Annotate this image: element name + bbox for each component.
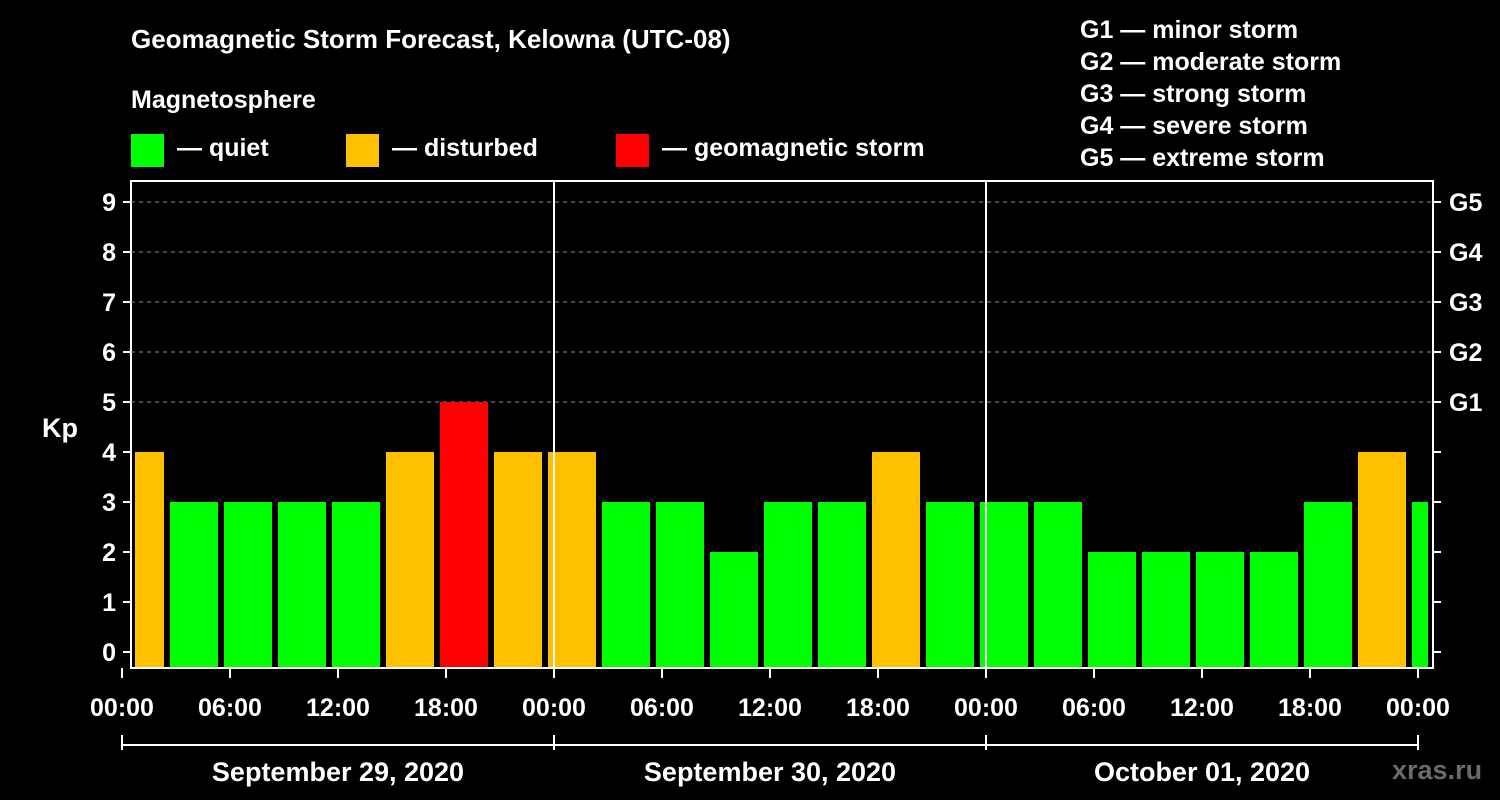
kp-bar xyxy=(1088,552,1136,667)
g-level-label: G3 xyxy=(1449,289,1482,317)
kp-bar xyxy=(1142,552,1190,667)
y-tick-label: 9 xyxy=(102,189,116,217)
x-tick-label: 18:00 xyxy=(846,694,910,722)
legend-disturbed-swatch xyxy=(346,134,379,167)
legend-storm-swatch xyxy=(616,134,649,167)
kp-bar xyxy=(1250,552,1298,667)
x-tick-label: 00:00 xyxy=(1386,694,1450,722)
kp-bar xyxy=(440,402,488,667)
kp-bar xyxy=(170,502,218,667)
kp-bar xyxy=(710,552,758,667)
g-level-label: G4 xyxy=(1449,239,1482,267)
day-label: October 01, 2020 xyxy=(1094,757,1310,787)
x-tick-label: 00:00 xyxy=(90,694,154,722)
x-tick-label: 12:00 xyxy=(738,694,802,722)
kp-bar xyxy=(602,502,650,667)
y-tick-label: 4 xyxy=(102,439,116,467)
kp-bar xyxy=(135,452,164,667)
x-tick-label: 00:00 xyxy=(522,694,586,722)
kp-bar xyxy=(926,502,974,667)
kp-bar xyxy=(332,502,380,667)
kp-bar xyxy=(1358,452,1406,667)
x-tick-label: 18:00 xyxy=(1278,694,1342,722)
g-level-label: G1 xyxy=(1449,389,1482,417)
x-tick-label: 06:00 xyxy=(630,694,694,722)
legend-disturbed-label: — disturbed xyxy=(392,134,538,162)
chart-title: Geomagnetic Storm Forecast, Kelowna (UTC… xyxy=(131,24,731,54)
y-tick-label: 2 xyxy=(102,539,116,567)
storm-scale-g4: G4 — severe storm xyxy=(1080,112,1308,140)
kp-bar xyxy=(1196,552,1244,667)
watermark: xras.ru xyxy=(1392,755,1483,785)
plot-frame xyxy=(130,180,1434,669)
kp-bar xyxy=(872,452,920,667)
storm-scale-g2: G2 — moderate storm xyxy=(1080,48,1342,76)
kp-bar xyxy=(1304,502,1352,667)
x-tick-label: 18:00 xyxy=(414,694,478,722)
y-tick-label: 5 xyxy=(102,389,116,417)
x-tick-label: 12:00 xyxy=(306,694,370,722)
kp-bar xyxy=(818,502,866,667)
kp-bar xyxy=(1412,502,1428,667)
y-tick-label: 7 xyxy=(102,289,116,317)
storm-scale-g1: G1 — minor storm xyxy=(1080,16,1299,44)
y-tick-label: 1 xyxy=(102,589,116,617)
x-tick-label: 12:00 xyxy=(1170,694,1234,722)
kp-bar xyxy=(980,502,1028,667)
day-label: September 30, 2020 xyxy=(644,757,896,787)
legend-quiet-label: — quiet xyxy=(177,134,269,162)
y-tick-label: 3 xyxy=(102,489,116,517)
y-tick-label: 8 xyxy=(102,239,116,267)
kp-bar xyxy=(764,502,812,667)
magnetosphere-label: Magnetosphere xyxy=(131,86,316,114)
kp-bar xyxy=(386,452,434,667)
x-tick-label: 06:00 xyxy=(198,694,262,722)
y-tick-label: 6 xyxy=(102,339,116,367)
day-label: September 29, 2020 xyxy=(212,757,464,787)
kp-bar xyxy=(548,452,596,667)
x-tick-label: 06:00 xyxy=(1062,694,1126,722)
kp-bar xyxy=(278,502,326,667)
g-level-label: G5 xyxy=(1449,189,1482,217)
storm-scale-g3: G3 — strong storm xyxy=(1080,80,1307,108)
kp-bar xyxy=(494,452,542,667)
kp-bar xyxy=(1034,502,1082,667)
kp-bar xyxy=(656,502,704,667)
x-tick-label: 00:00 xyxy=(954,694,1018,722)
legend-storm-label: — geomagnetic storm xyxy=(662,134,925,162)
g-level-label: G2 xyxy=(1449,339,1482,367)
legend-quiet-swatch xyxy=(131,134,164,167)
storm-scale-g5: G5 — extreme storm xyxy=(1080,144,1325,172)
y-tick-label: 0 xyxy=(102,639,116,667)
y-axis-label: Kp xyxy=(42,413,78,443)
kp-bar xyxy=(224,502,272,667)
